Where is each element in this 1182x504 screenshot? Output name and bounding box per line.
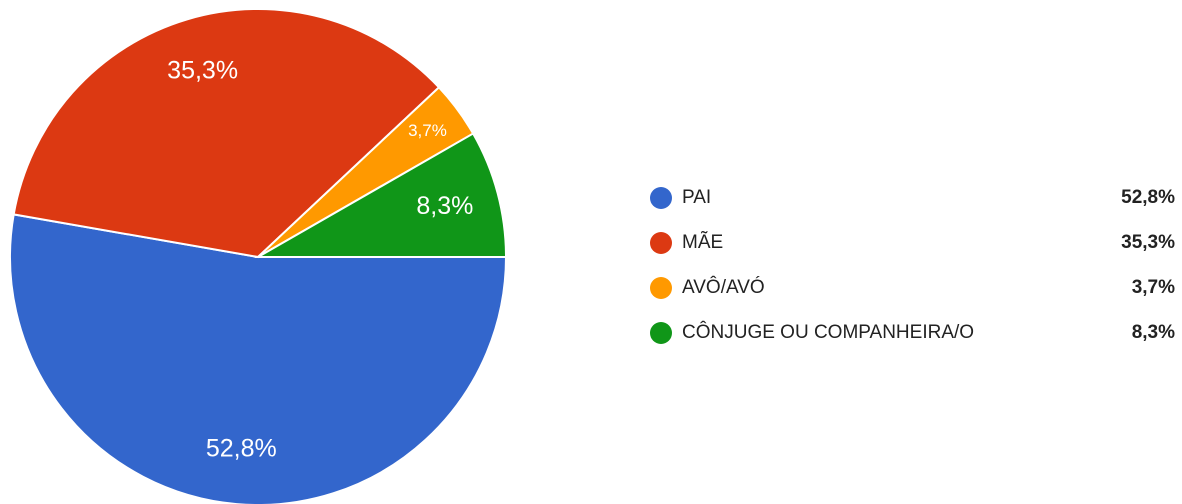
slice-label: 8,3% [416,192,473,220]
legend: PAI 52,8% MÃE 35,3% AVÔ/AVÓ 3,7% CÔNJUGE OU CO… [650,184,1175,364]
slice-label: 52,8% [206,434,277,462]
legend-value: 3,7% [1131,277,1175,298]
legend-value: 52,8% [1121,187,1175,208]
legend-value: 35,3% [1121,232,1175,253]
legend-value: 8,3% [1131,322,1175,343]
legend-swatch [650,232,672,254]
legend-item: MÃE 35,3% [650,229,1175,257]
legend-swatch [650,277,672,299]
legend-item: PAI 52,8% [650,184,1175,212]
slice-label: 35,3% [167,56,238,84]
legend-label: AVÔ/AVÓ [682,277,765,298]
legend-swatch [650,187,672,209]
legend-label: PAI [682,187,712,208]
legend-swatch [650,322,672,344]
pie-slice [12,8,441,259]
legend-label: CÔNJUGE OU COMPANHEIRA/O [682,322,975,343]
legend-item: AVÔ/AVÓ 3,7% [650,274,1175,302]
legend-label: MÃE [682,232,724,253]
legend-item: CÔNJUGE OU COMPANHEIRA/O 8,3% [650,319,1175,347]
slice-label: 3,7% [408,121,447,140]
pie-chart: 52,8% 35,3% 3,7% 8,3% [9,8,508,504]
pie-slice [254,132,508,258]
